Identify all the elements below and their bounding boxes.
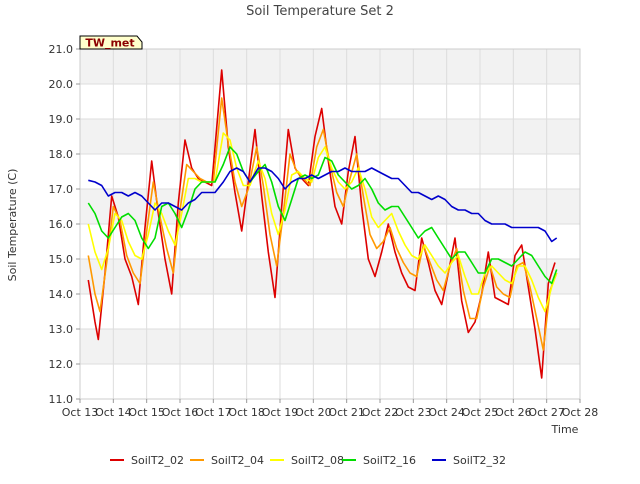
y-tick-label: 20.0 (49, 78, 74, 91)
x-tick-label: Oct 18 (228, 406, 265, 419)
x-tick-label: Oct 27 (528, 406, 565, 419)
legend: SoilT2_02 SoilT2_04 SoilT2_08 SoilT2_16 Soil… (110, 454, 506, 467)
y-tick-label: 16.0 (49, 218, 74, 231)
x-tick-label: Oct 14 (95, 406, 132, 419)
x-tick-label: Oct 19 (262, 406, 299, 419)
x-tick-label: Oct 20 (295, 406, 332, 419)
legend-label: SoilT2_04 (211, 454, 264, 467)
y-tick-label: 21.0 (49, 43, 74, 56)
background-band (80, 119, 580, 154)
series-line-soilt2-04 (87, 97, 558, 351)
y-tick-label: 19.0 (49, 113, 74, 126)
y-tick-label: 11.0 (49, 393, 74, 406)
x-tick-label: Oct 26 (495, 406, 532, 419)
station-tag-box (79, 35, 143, 50)
x-tick-label: Oct 15 (128, 406, 165, 419)
series-line-soilt2-08 (87, 132, 558, 313)
y-tick-label: 12.0 (49, 358, 74, 371)
y-tick-label: 17.0 (49, 183, 74, 196)
y-tick-label: 15.0 (49, 253, 74, 266)
background-band (80, 259, 580, 294)
gridlines (79, 48, 581, 400)
legend-label: SoilT2_32 (453, 454, 506, 467)
x-tick-label: Oct 16 (162, 406, 199, 419)
legend-item: SoilT2_16 (342, 454, 416, 467)
legend-item: SoilT2_02 (110, 454, 184, 467)
series-line-soilt2-16 (87, 146, 558, 285)
x-tick-label: Oct 24 (428, 406, 465, 419)
series-lines (87, 69, 558, 379)
x-tick-label: Oct 13 (62, 406, 99, 419)
x-axis-label: Time (551, 423, 579, 436)
x-tick-label: Oct 25 (462, 406, 499, 419)
legend-item: SoilT2_08 (270, 454, 344, 467)
x-tick-label: Oct 22 (362, 406, 399, 419)
y-tick-label: 18.0 (49, 148, 74, 161)
legend-label: SoilT2_08 (291, 454, 344, 467)
x-tick-label: Oct 23 (395, 406, 432, 419)
legend-item: SoilT2_32 (432, 454, 506, 467)
y-tick-label: 13.0 (49, 323, 74, 336)
background-band (80, 329, 580, 364)
x-tick-label: Oct 21 (328, 406, 365, 419)
x-tick-label: Oct 17 (195, 406, 232, 419)
series-line-soilt2-32 (88, 167, 558, 243)
legend-item: SoilT2_04 (190, 454, 264, 467)
chart-title: Soil Temperature Set 2 (246, 4, 394, 19)
station-tag: TW_met (79, 35, 143, 50)
legend-label: SoilT2_02 (131, 454, 184, 467)
y-tick-label: 14.0 (49, 288, 74, 301)
y-axis-ticks: 11.0 12.0 13.0 14.0 15.0 16.0 17.0 18.0 19.0 20.0… (49, 43, 80, 406)
x-tick-label: Oct 28 (562, 406, 599, 419)
y-axis-label: Soil Temperature (C) (6, 169, 19, 282)
legend-label: SoilT2_16 (363, 454, 416, 467)
background-band (80, 49, 580, 84)
station-tag-label: TW_met (85, 37, 134, 50)
background-bands (80, 49, 580, 364)
